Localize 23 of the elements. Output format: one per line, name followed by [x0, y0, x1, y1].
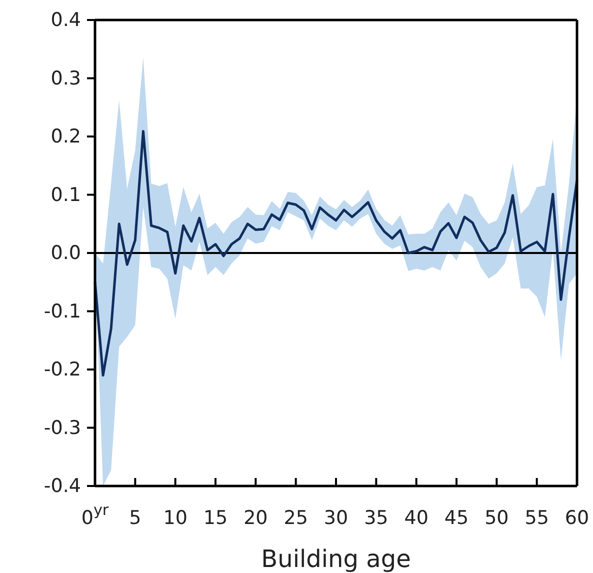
y-tick-label: 0.2: [50, 126, 81, 148]
x-tick-label: 35: [364, 507, 388, 529]
x-tick-label: 20: [244, 507, 268, 529]
y-tick-label: 0.4: [50, 9, 81, 32]
x-tick-label: 50: [484, 507, 509, 529]
x-tick-label: 40: [404, 507, 428, 529]
x-tick-label: 45: [444, 507, 469, 529]
x-tick-label: 25: [284, 507, 308, 529]
y-tick-label: -0.1: [44, 300, 81, 322]
x-tick-label: 30: [324, 507, 348, 529]
y-tick-label: -0.2: [44, 358, 81, 381]
y-tick-label: 0.3: [50, 67, 81, 90]
x-tick-label: 60: [564, 507, 590, 529]
y-tick-label: -0.3: [44, 416, 81, 439]
x-tick-label: 5: [129, 507, 142, 529]
x-tick-label: 10: [163, 507, 188, 529]
x-tick-label: 55: [524, 507, 549, 529]
x-tick-label: 15: [203, 507, 228, 529]
x-tick-label: 0$^{yr}$: [81, 501, 110, 529]
y-tick-label: 0.1: [50, 184, 81, 206]
y-tick-label: 0.0: [50, 242, 81, 264]
x-axis-title: Building age: [261, 545, 411, 573]
y-tick-label: -0.4: [44, 475, 81, 498]
